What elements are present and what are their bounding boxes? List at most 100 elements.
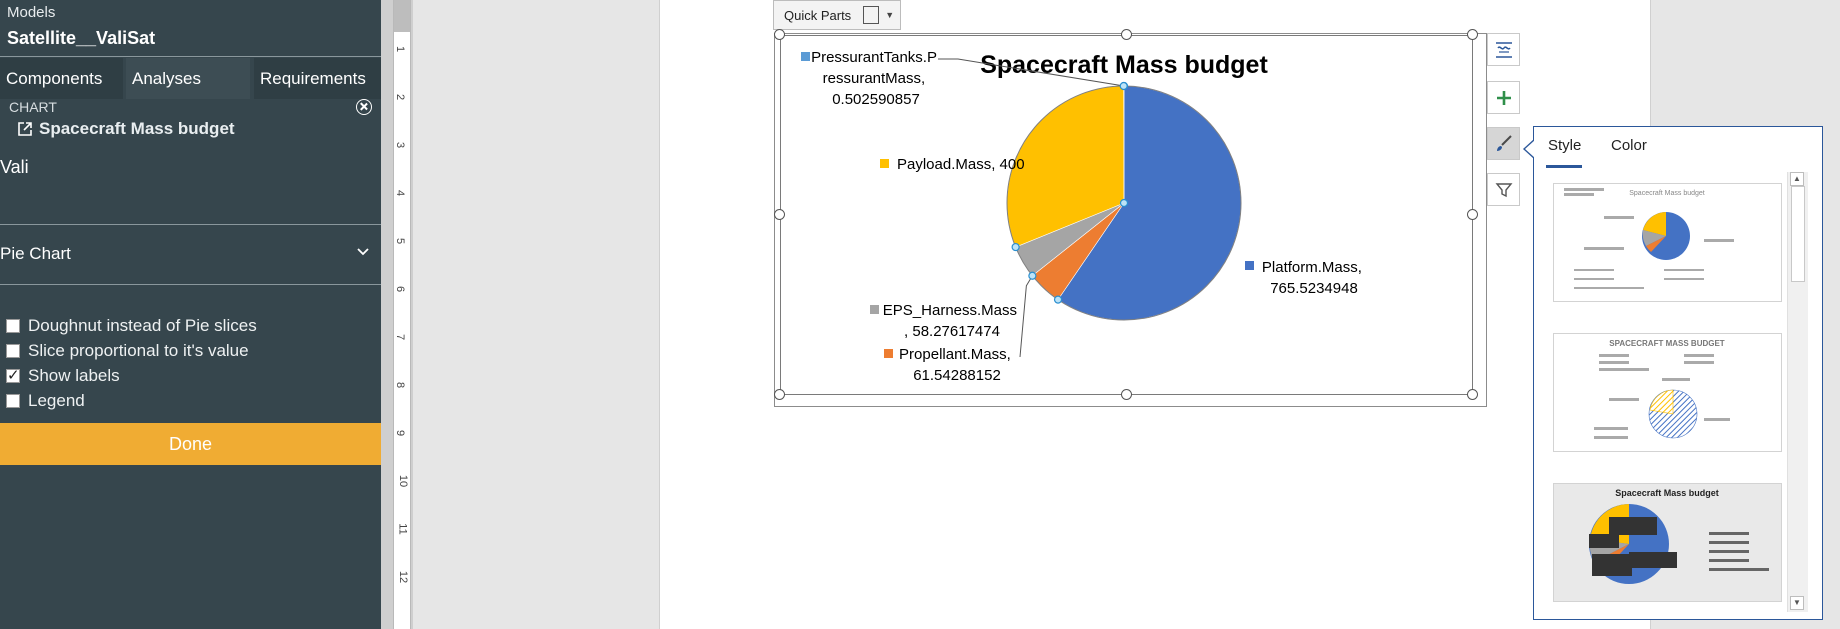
- quick-parts-button[interactable]: Quick Parts ▼: [773, 0, 901, 30]
- style-panel-scrollbar[interactable]: ▲ ▼: [1787, 172, 1808, 612]
- ruler-number: 7: [394, 333, 407, 341]
- vertical-ruler[interactable]: 1 2 3 4 5 6 7 8 9 10 11 12: [393, 0, 411, 629]
- model-name: Satellite__ValiSat: [7, 28, 156, 48]
- ruler-number: 12: [397, 570, 410, 584]
- thumbnail-preview: SPACECRAFT MASS BUDGET: [1594, 339, 1730, 439]
- ruler-number: 10: [397, 474, 410, 488]
- resize-handle[interactable]: [1467, 29, 1478, 40]
- selection-point[interactable]: [1119, 81, 1128, 91]
- label-line: EPS_Harness.Mass: [883, 302, 1017, 319]
- layout-options-button[interactable]: [1487, 33, 1520, 66]
- filter-icon: [1495, 182, 1512, 197]
- chart-style-panel: Style Color Spacecraft Mass budget: [1523, 126, 1823, 620]
- models-label: Models: [7, 4, 56, 21]
- resize-handle[interactable]: [774, 29, 785, 40]
- layout-icon: [863, 6, 880, 24]
- plus-icon: [1496, 90, 1511, 105]
- tab-style[interactable]: Style: [1548, 137, 1582, 154]
- close-icon[interactable]: [356, 99, 372, 115]
- tab-components[interactable]: Components: [0, 58, 123, 99]
- resize-handle[interactable]: [1467, 389, 1478, 400]
- option-label: Show labels: [28, 366, 120, 385]
- style-thumbnail-1[interactable]: Spacecraft Mass budget: [1553, 183, 1782, 302]
- selection-point[interactable]: [1119, 198, 1129, 208]
- legend-key-platform: [1245, 261, 1254, 270]
- ruler-number: 1: [394, 45, 407, 53]
- resize-handle[interactable]: [1467, 209, 1478, 220]
- option-legend[interactable]: Legend: [6, 391, 85, 411]
- data-label-eps[interactable]: EPS_Harness.Mass , 58.27617474: [883, 302, 1021, 340]
- svg-text:SPACECRAFT MASS BUDGET: SPACECRAFT MASS BUDGET: [1609, 339, 1725, 348]
- legend-key-payload: [880, 159, 889, 168]
- chart-name-input-partial[interactable]: Vali: [0, 157, 29, 177]
- thumbnail-preview: Spacecraft Mass budget: [1564, 188, 1734, 289]
- ruler-number: 5: [394, 237, 407, 245]
- selection-point[interactable]: [1053, 295, 1063, 304]
- legend-key-eps: [870, 305, 879, 314]
- option-proportional[interactable]: Slice proportional to it's value: [6, 341, 249, 361]
- data-label-pressurant[interactable]: PressurantTanks.P ressurantMass, 0.50259…: [811, 49, 941, 108]
- ruler-number: 3: [394, 141, 407, 149]
- active-tab-indicator: [1546, 165, 1582, 168]
- chart-link[interactable]: Spacecraft Mass budget: [17, 119, 235, 139]
- done-button[interactable]: Done: [0, 423, 381, 465]
- pie-chart[interactable]: Spacecraft Mass budget PressurantTanks.P…: [780, 35, 1473, 395]
- scroll-down-icon[interactable]: ▼: [1790, 596, 1804, 610]
- ruler-number: 11: [396, 523, 409, 535]
- leader-line-propellant: [1019, 275, 1033, 358]
- paintbrush-icon: [1496, 134, 1512, 151]
- chart-styles-button[interactable]: [1487, 127, 1520, 160]
- chevron-down-icon[interactable]: [356, 247, 370, 257]
- chart-section-label: CHART: [9, 99, 57, 115]
- left-panel: Models Satellite__ValiSat Components Ana…: [0, 0, 381, 629]
- chart-name: Spacecraft Mass budget: [39, 119, 235, 138]
- ruler-number: 6: [394, 285, 407, 293]
- ruler-number: 8: [394, 381, 407, 389]
- resize-handle[interactable]: [774, 209, 785, 220]
- selection-point[interactable]: [1011, 242, 1020, 252]
- selection-point[interactable]: [1028, 271, 1037, 280]
- divider: [0, 284, 381, 285]
- label-line: 61.54288152: [913, 367, 1001, 384]
- doughnut-checkbox[interactable]: [6, 319, 20, 333]
- proportional-checkbox[interactable]: [6, 344, 20, 358]
- style-thumbnail-3[interactable]: Spacecraft Mass budget: [1553, 483, 1782, 602]
- chart-title[interactable]: Spacecraft Mass budget: [980, 51, 1268, 79]
- option-label: Slice proportional to it's value: [28, 341, 249, 360]
- chart-type-select[interactable]: Pie Chart: [0, 244, 71, 263]
- scrollbar-thumb[interactable]: [1791, 186, 1805, 282]
- tab-requirements[interactable]: Requirements: [254, 58, 381, 99]
- option-label: Legend: [28, 391, 85, 410]
- svg-text:Spacecraft Mass budget: Spacecraft Mass budget: [1615, 488, 1719, 498]
- ruler-number: 2: [394, 93, 407, 101]
- resize-handle[interactable]: [1121, 389, 1132, 400]
- chevron-down-icon: ▼: [885, 10, 895, 20]
- leader-line-pressurant: [938, 58, 1125, 87]
- tab-color[interactable]: Color: [1611, 137, 1647, 154]
- label-line: Platform.Mass,: [1262, 259, 1362, 276]
- quick-parts-label: Quick Parts: [784, 7, 852, 23]
- option-doughnut[interactable]: Doughnut instead of Pie slices: [6, 316, 257, 336]
- label-line: ressurantMass,: [823, 70, 926, 87]
- style-thumbnail-2[interactable]: SPACECRAFT MASS BUDGET: [1553, 333, 1782, 452]
- data-label-payload[interactable]: Payload.Mass, 400: [897, 156, 1025, 173]
- tab-analyses[interactable]: Analyses: [126, 58, 250, 99]
- scroll-up-icon[interactable]: ▲: [1790, 172, 1804, 186]
- divider: [0, 224, 381, 225]
- ruler-number: 4: [394, 189, 407, 197]
- legend-checkbox[interactable]: [6, 394, 20, 408]
- show-labels-checkbox[interactable]: [6, 366, 20, 384]
- label-line: , 58.27617474: [904, 323, 1000, 340]
- option-label: Doughnut instead of Pie slices: [28, 316, 257, 335]
- chart-elements-button[interactable]: [1487, 81, 1520, 114]
- option-show-labels[interactable]: Show labels: [6, 366, 120, 386]
- label-line: 765.5234948: [1270, 280, 1358, 297]
- label-line: Propellant.Mass,: [899, 346, 1011, 363]
- resize-handle[interactable]: [1121, 29, 1132, 40]
- chart-filters-button[interactable]: [1487, 173, 1520, 206]
- data-label-platform[interactable]: Platform.Mass, 765.5234948: [1262, 259, 1366, 297]
- resize-handle[interactable]: [774, 389, 785, 400]
- legend-key-pressurant: [801, 52, 810, 61]
- label-line: 0.502590857: [832, 91, 920, 108]
- data-label-propellant[interactable]: Propellant.Mass, 61.54288152: [899, 346, 1015, 384]
